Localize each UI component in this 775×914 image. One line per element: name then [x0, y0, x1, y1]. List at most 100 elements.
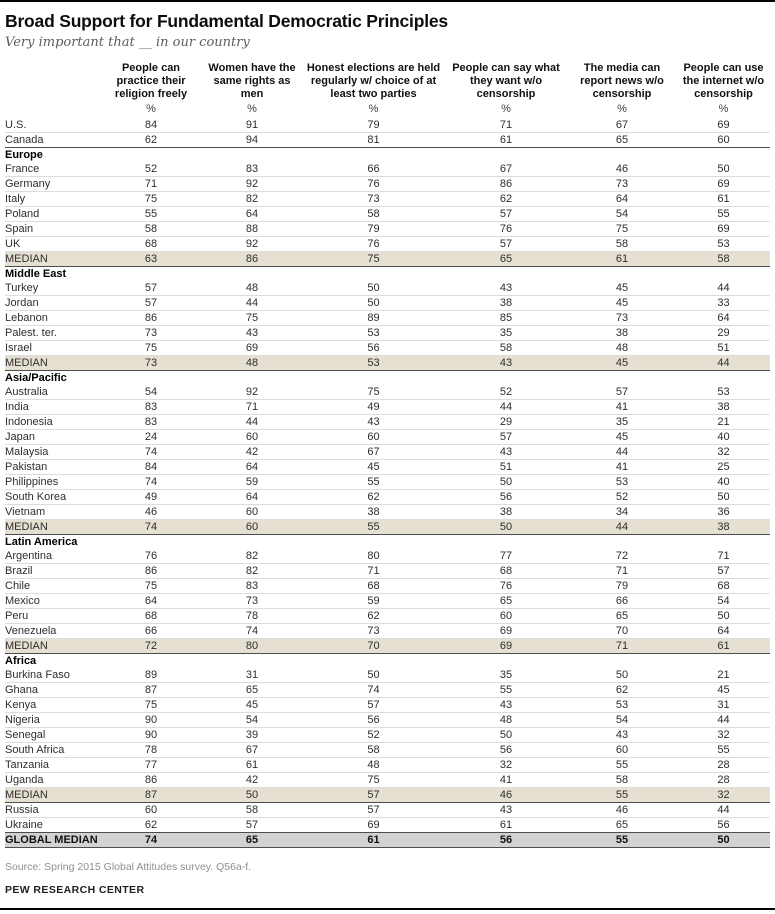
row-label: Ghana: [5, 682, 100, 698]
table-row: Ghana 87 65 74 55 62 45: [5, 682, 770, 698]
value-cell: 79: [302, 118, 445, 133]
table-row: Tanzania 77 61 48 32 55 28: [5, 757, 770, 773]
value-cell: 45: [567, 295, 677, 311]
value-cell: 69: [677, 176, 770, 192]
row-label: Spain: [5, 221, 100, 237]
value-cell: 50: [302, 295, 445, 311]
value-cell: 38: [677, 519, 770, 535]
value-cell: 58: [302, 206, 445, 222]
value-cell: 73: [567, 176, 677, 192]
bottom-divider: [0, 908, 775, 910]
value-cell: 68: [302, 578, 445, 594]
table-row: U.S. 84 91 79 71 67 69: [5, 118, 770, 133]
value-cell: 83: [202, 578, 302, 594]
value-cell: 54: [567, 206, 677, 222]
value-cell: 44: [677, 281, 770, 296]
row-label: Uganda: [5, 772, 100, 788]
percent-symbol: %: [718, 103, 729, 115]
value-cell: 43: [445, 281, 567, 296]
value-cell: 73: [100, 325, 202, 341]
value-cell: 64: [202, 489, 302, 505]
row-label: U.S.: [5, 118, 100, 133]
value-cell: 46: [567, 802, 677, 818]
table-row: MEDIAN 87 50 57 46 55 32: [5, 787, 770, 803]
value-cell: 75: [302, 385, 445, 400]
value-cell: 53: [302, 355, 445, 371]
value-cell: 44: [567, 519, 677, 535]
value-cell: 71: [445, 118, 567, 133]
value-cell: 32: [677, 444, 770, 460]
table-row: Malaysia 74 42 67 43 44 32: [5, 444, 770, 460]
value-cell: 46: [100, 504, 202, 520]
value-cell: 56: [445, 832, 567, 848]
percent-symbol: %: [501, 103, 511, 115]
table-row: Vietnam 46 60 38 38 34 36: [5, 504, 770, 520]
row-label: Mexico: [5, 593, 100, 609]
row-label: MEDIAN: [5, 355, 100, 371]
row-label: Germany: [5, 176, 100, 192]
value-cell: 51: [677, 340, 770, 356]
value-cell: 69: [677, 118, 770, 133]
value-cell: 89: [302, 310, 445, 326]
column-header-row: People can practice their religion freel…: [5, 62, 770, 101]
value-cell: 57: [100, 295, 202, 311]
corner-cell: [5, 62, 100, 101]
value-cell: 74: [202, 623, 302, 639]
value-cell: 87: [100, 787, 202, 803]
percent-symbol: %: [146, 103, 156, 115]
value-cell: 55: [302, 519, 445, 535]
value-cell: 50: [202, 787, 302, 803]
value-cell: 72: [100, 638, 202, 654]
row-label: MEDIAN: [5, 519, 100, 535]
value-cell: 68: [100, 236, 202, 252]
value-cell: 62: [567, 682, 677, 698]
value-cell: 61: [302, 832, 445, 848]
value-cell: 61: [445, 817, 567, 833]
section-header-row: Latin America: [5, 535, 770, 550]
value-cell: 43: [445, 802, 567, 818]
value-cell: 60: [445, 608, 567, 624]
value-cell: 55: [677, 742, 770, 758]
row-label: GLOBAL MEDIAN: [5, 832, 100, 848]
section-label: Latin America: [5, 536, 78, 548]
value-cell: 48: [567, 340, 677, 356]
row-label: Malaysia: [5, 444, 100, 460]
column-header: Women have the same rights as men: [208, 62, 296, 100]
value-cell: 66: [567, 593, 677, 609]
value-cell: 94: [202, 132, 302, 148]
row-label: Japan: [5, 429, 100, 445]
value-cell: 46: [567, 162, 677, 177]
value-cell: 36: [677, 504, 770, 520]
value-cell: 73: [202, 593, 302, 609]
value-cell: 80: [302, 549, 445, 564]
percent-symbol: %: [368, 103, 379, 115]
value-cell: 65: [567, 132, 677, 148]
value-cell: 71: [567, 563, 677, 579]
value-cell: 38: [677, 399, 770, 415]
value-cell: 55: [677, 206, 770, 222]
value-cell: 55: [302, 474, 445, 490]
value-cell: 68: [100, 608, 202, 624]
value-cell: 54: [567, 712, 677, 728]
value-cell: 50: [445, 727, 567, 743]
value-cell: 57: [302, 787, 445, 803]
value-cell: 57: [677, 563, 770, 579]
value-cell: 78: [202, 608, 302, 624]
row-label: MEDIAN: [5, 638, 100, 654]
value-cell: 75: [302, 251, 445, 267]
value-cell: 55: [445, 682, 567, 698]
value-cell: 61: [445, 132, 567, 148]
value-cell: 28: [677, 772, 770, 788]
row-label: Turkey: [5, 281, 100, 296]
value-cell: 88: [202, 221, 302, 237]
value-cell: 40: [677, 429, 770, 445]
value-cell: 45: [677, 682, 770, 698]
percent-row: %%%%%%: [5, 101, 770, 118]
row-label: Tanzania: [5, 757, 100, 773]
value-cell: 57: [202, 817, 302, 833]
value-cell: 76: [445, 221, 567, 237]
value-cell: 50: [302, 668, 445, 683]
value-cell: 50: [567, 668, 677, 683]
value-cell: 58: [100, 221, 202, 237]
value-cell: 57: [445, 429, 567, 445]
